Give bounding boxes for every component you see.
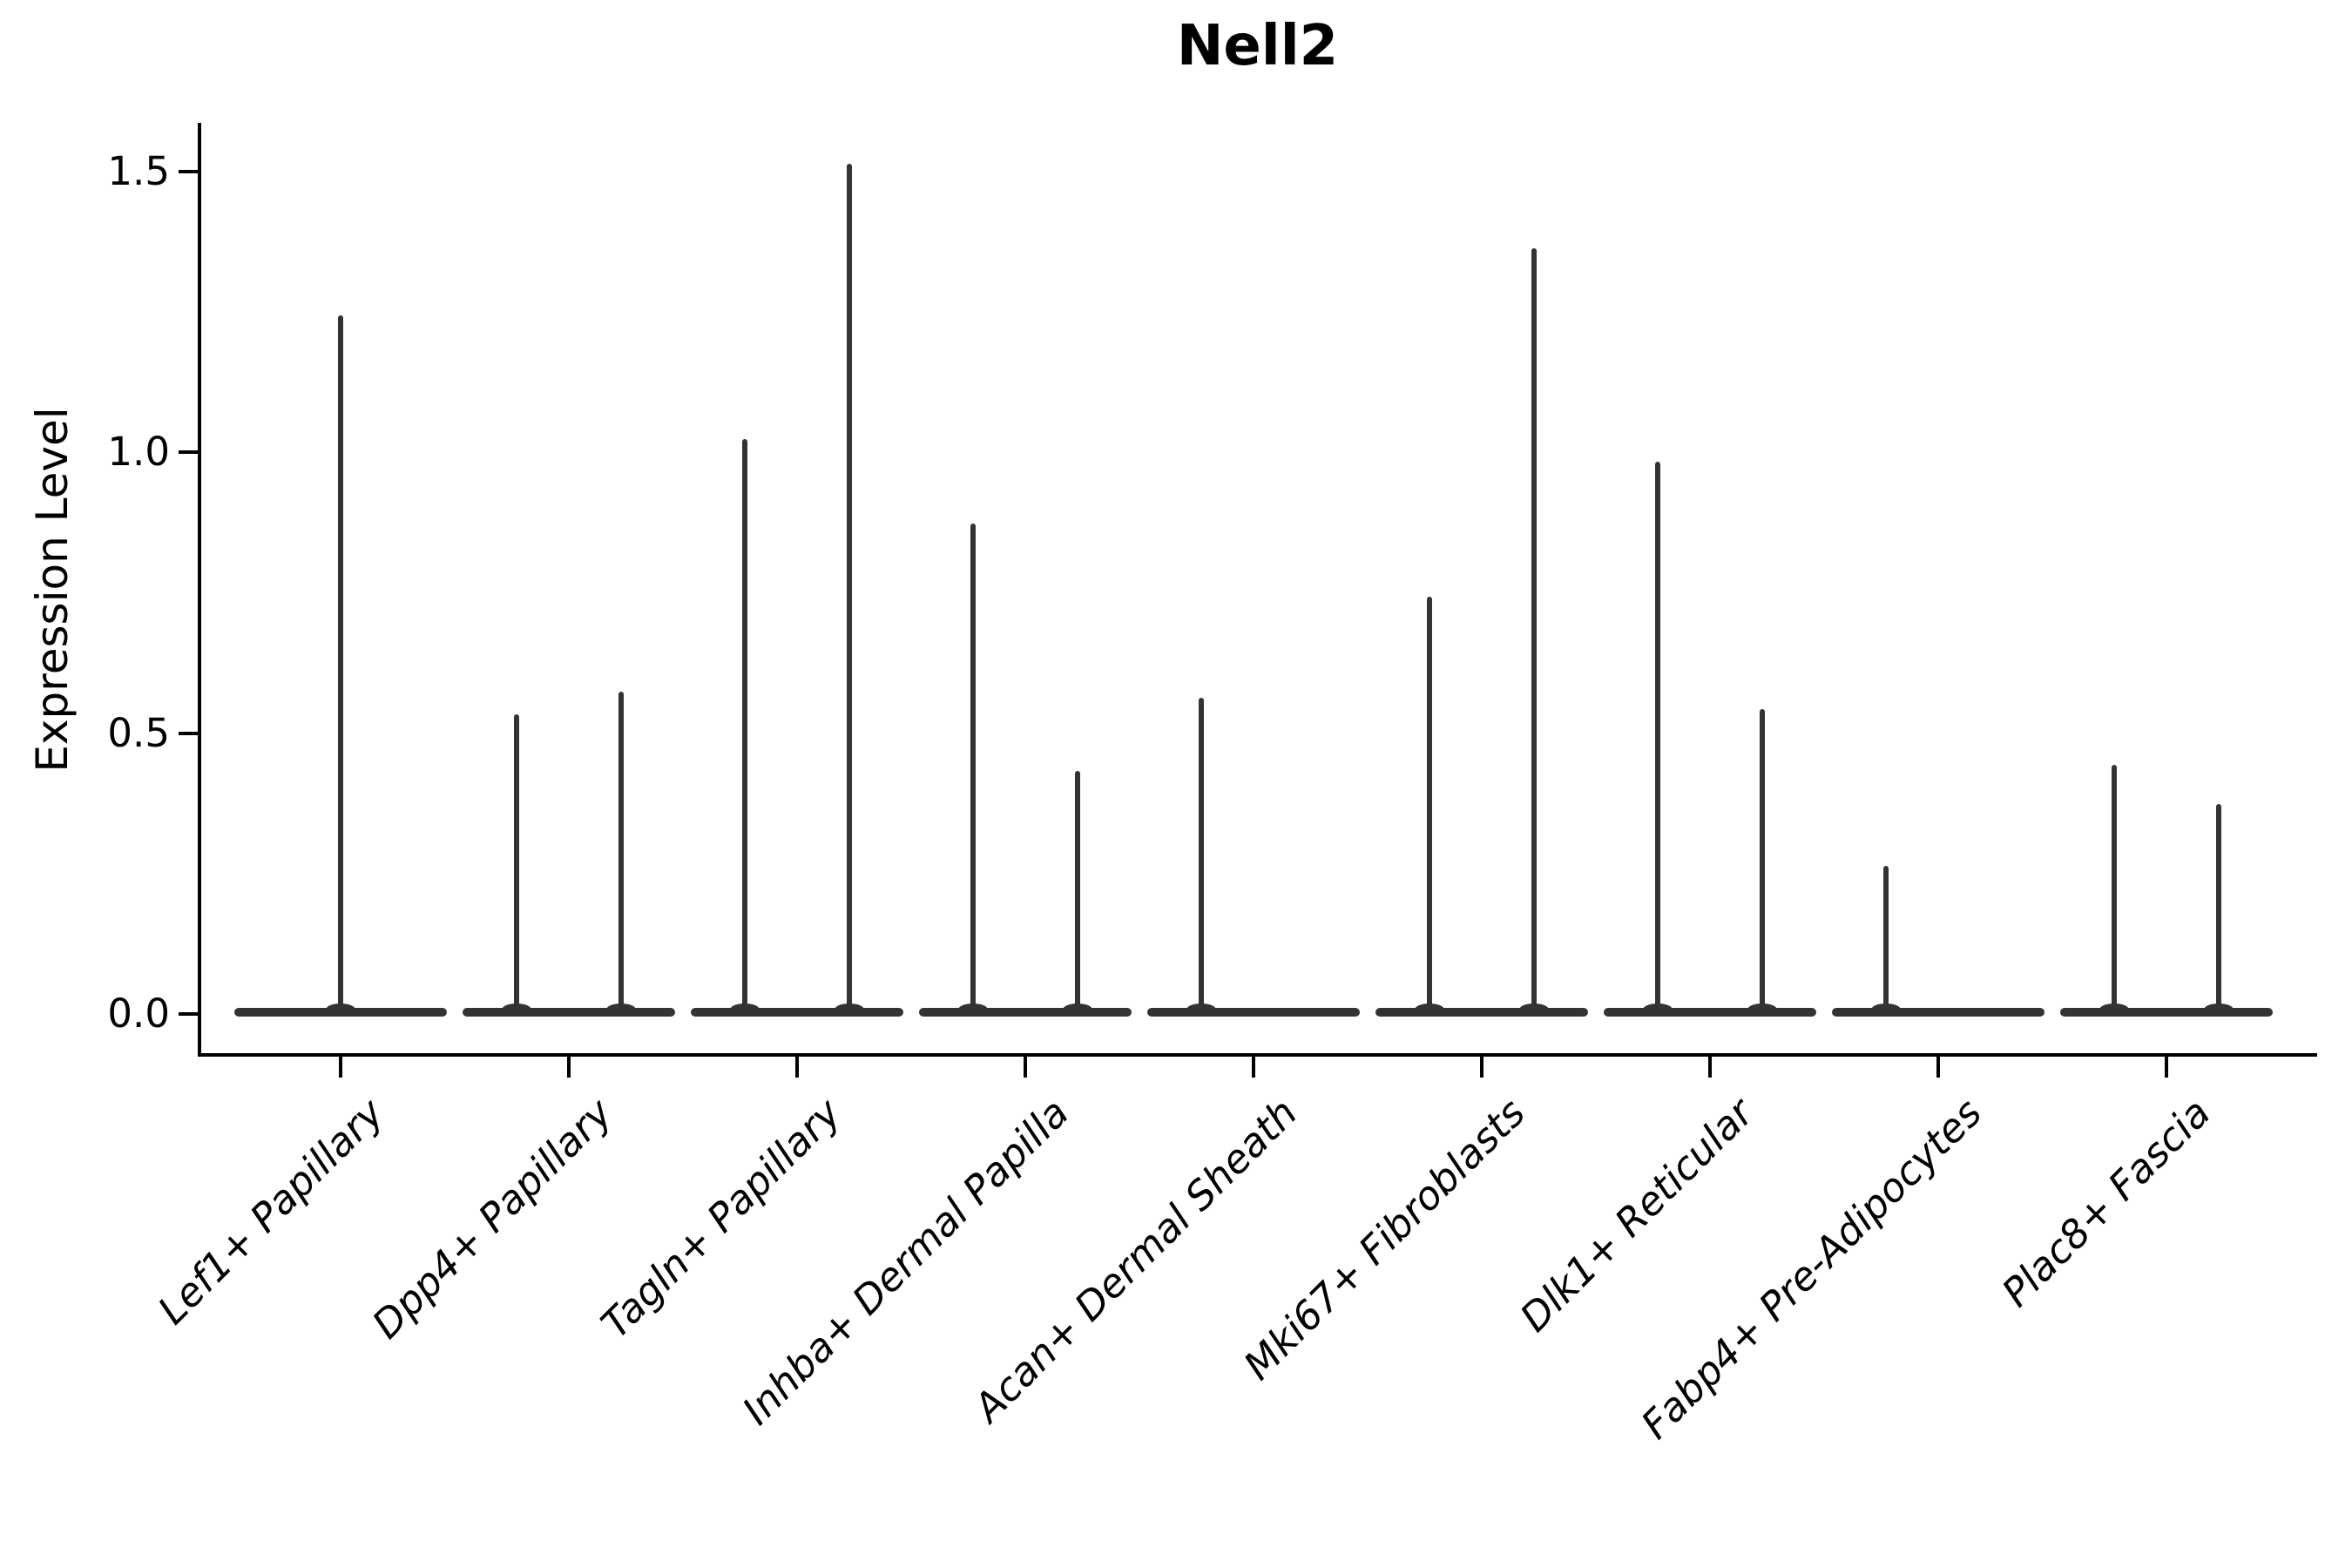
violin-body xyxy=(1375,1008,1588,1017)
violin-body xyxy=(919,1008,1132,1017)
x-axis-tick xyxy=(1252,1057,1255,1078)
x-axis-tick xyxy=(1024,1057,1027,1078)
x-tick-label: Tagln+ Papillary xyxy=(591,1089,850,1348)
violin-body xyxy=(1604,1008,1816,1017)
violin-spike xyxy=(514,714,519,1016)
x-axis-tick xyxy=(1936,1057,1940,1078)
violin-spike xyxy=(2216,804,2221,1016)
violin-body xyxy=(2060,1008,2273,1017)
y-tick-label: 1.0 xyxy=(107,429,170,475)
x-axis-tick xyxy=(339,1057,342,1078)
violin-spike xyxy=(618,692,624,1016)
violin-spike xyxy=(1531,247,1537,1016)
x-axis-tick xyxy=(1480,1057,1484,1078)
y-tick-label: 1.5 xyxy=(107,147,170,194)
x-axis-tick xyxy=(1708,1057,1712,1078)
y-axis-label: Expression Level xyxy=(27,407,78,773)
violin-spike xyxy=(742,439,747,1016)
violin-spike xyxy=(1883,866,1889,1016)
violin-spike xyxy=(847,164,852,1016)
violin-spike xyxy=(1760,708,1765,1016)
y-axis-tick xyxy=(179,1012,198,1016)
y-axis-tick xyxy=(179,450,198,454)
y-axis-spine xyxy=(198,123,201,1057)
violin-spike xyxy=(970,523,976,1016)
x-tick-label: Plac8+ Fascia xyxy=(1992,1089,2220,1316)
violin-spike xyxy=(2112,765,2117,1016)
x-axis-tick xyxy=(567,1057,571,1078)
violin-spike xyxy=(338,315,343,1016)
x-axis-tick xyxy=(795,1057,799,1078)
violin-spike xyxy=(1075,770,1080,1016)
violin-spike xyxy=(1655,461,1660,1016)
x-axis-tick xyxy=(2165,1057,2168,1078)
violin-spike xyxy=(1427,596,1432,1016)
violin-body xyxy=(1832,1008,2044,1017)
violin-body xyxy=(691,1008,903,1017)
x-axis-spine xyxy=(198,1053,2317,1057)
x-tick-label: Lef1+ Papillary xyxy=(149,1089,394,1334)
violin-spike xyxy=(1199,697,1204,1016)
y-tick-label: 0.0 xyxy=(107,990,170,1037)
x-tick-label: Dlk1+ Reticular xyxy=(1511,1089,1763,1342)
violin-body xyxy=(463,1008,675,1017)
chart-title: Nell2 xyxy=(1176,14,1339,78)
x-tick-label: Dpp4+ Papillary xyxy=(362,1089,622,1348)
y-axis-tick xyxy=(179,731,198,735)
y-tick-label: 0.5 xyxy=(107,709,170,756)
y-axis-tick xyxy=(179,169,198,173)
violin-body xyxy=(1147,1008,1360,1017)
